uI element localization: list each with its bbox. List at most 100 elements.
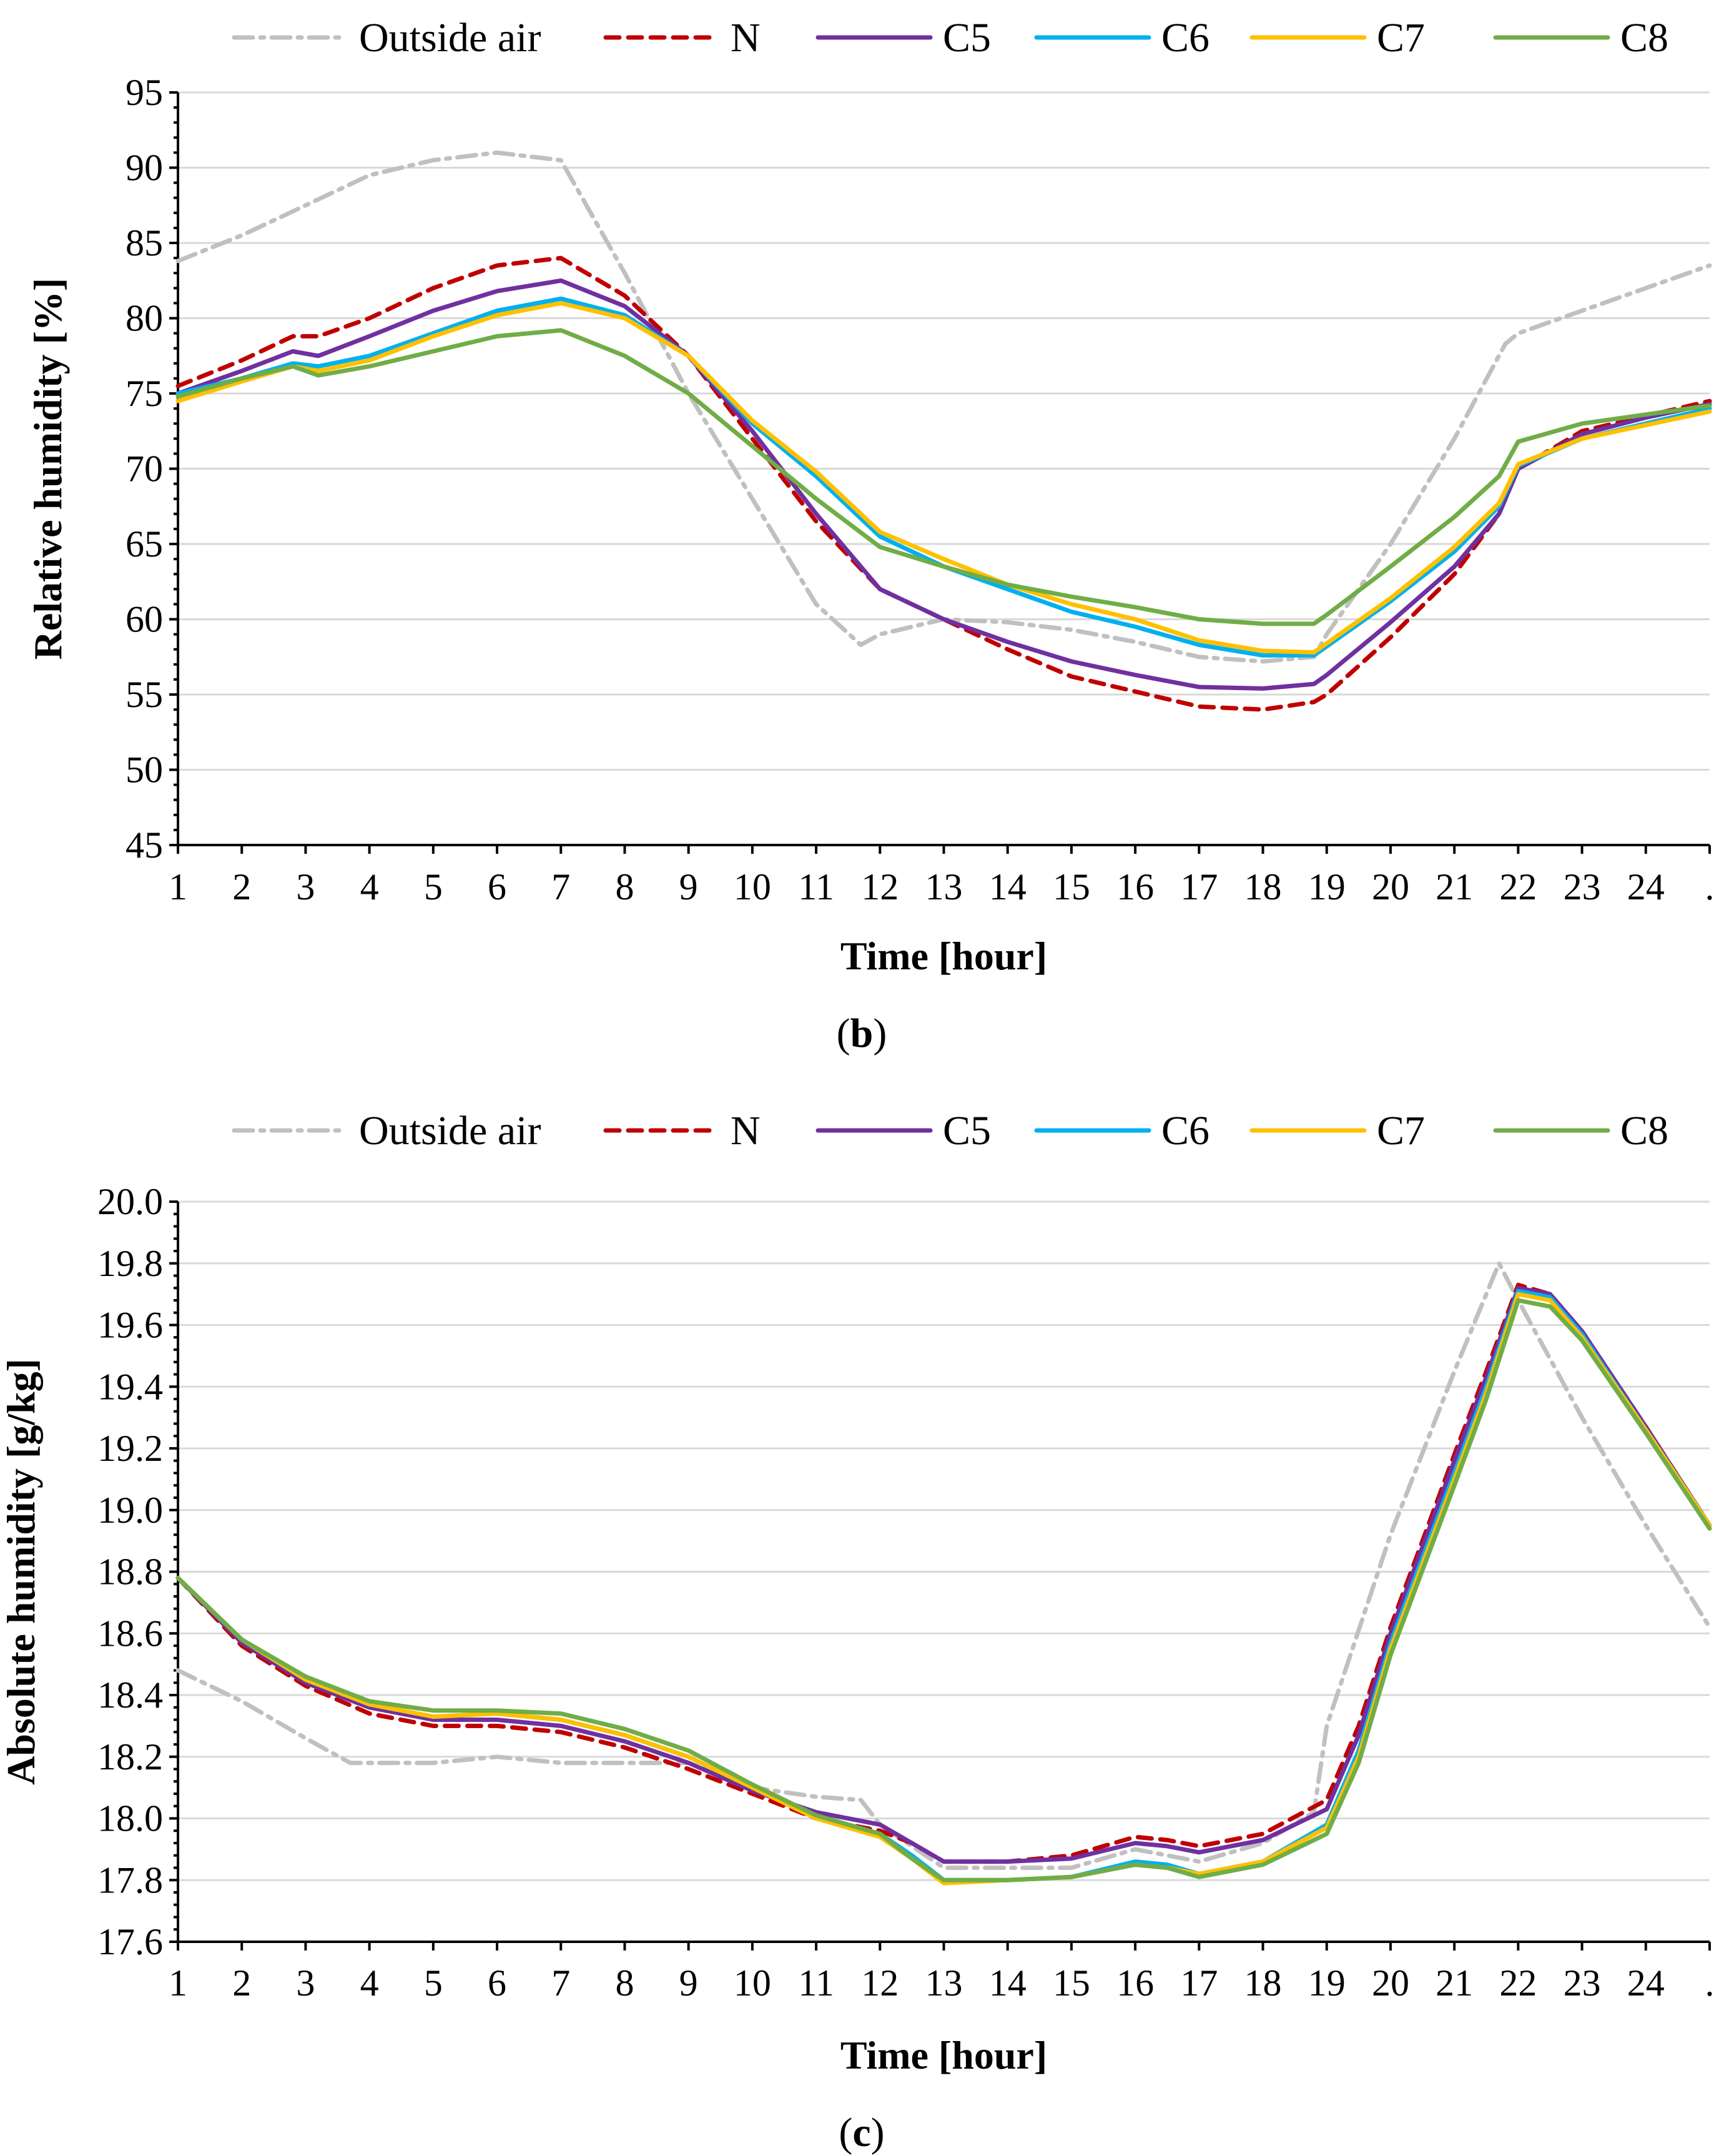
legend-label: Outside air [359,15,541,61]
x-tick-label: 24 [1627,866,1665,907]
series-line-c8 [175,328,1712,626]
y-tick-label: 19.2 [97,1428,163,1469]
x-tick-label: 14 [989,1962,1027,2004]
x-tick-label: 19 [1308,866,1346,907]
x-tick-label: 5 [424,1962,443,2004]
y-tick-label: 95 [126,72,163,113]
y-tick-label: 19.4 [97,1366,163,1407]
series-line-c5 [175,1285,1712,1864]
y-tick-label: 55 [126,674,163,715]
chart-panel-c: 17.617.818.018.218.418.618.819.019.219.4… [0,1108,1715,2155]
series-line-c5 [175,278,1712,691]
x-tick-label: 14 [989,866,1027,907]
series-line-c6 [175,296,1712,658]
x-tick-label: 7 [551,1962,570,2004]
x-tick-label: 17 [1180,866,1218,907]
x-axis-title: Time [hour] [840,2033,1047,2077]
x-tick-label: 2 [232,866,251,907]
y-tick-label: 70 [126,448,163,490]
legend-label: C5 [943,1108,991,1154]
y-tick-label: 90 [126,147,163,189]
x-tick-label: 8 [615,866,634,907]
x-tick-label: 3 [296,1962,315,2004]
x-tick-label: 15 [1053,1962,1090,2004]
y-tick-label: 80 [126,298,163,339]
x-tick-label: . [1705,866,1715,907]
series-line-c7 [175,300,1712,655]
x-tick-label: 1 [169,1962,187,2004]
legend-label: C7 [1377,1108,1425,1154]
x-tick-label: . [1705,1962,1715,2004]
x-tick-label: 6 [488,866,506,907]
x-tick-label: 9 [679,1962,698,2004]
x-tick-label: 12 [861,1962,899,2004]
x-tick-label: 2 [232,1962,251,2004]
y-axis-title: Absolute humidity [g/kg] [0,1358,43,1785]
y-axis-title: Relative humidity [%] [26,278,70,660]
x-axis-title: Time [hour] [840,934,1047,978]
series-line-outside-air [175,150,1712,664]
x-tick-label: 22 [1499,866,1537,907]
x-tick-label: 13 [925,866,963,907]
x-tick-label: 20 [1372,1962,1409,2004]
x-tick-label: 10 [734,866,771,907]
x-tick-label: 22 [1499,1962,1537,2004]
panel-caption: (c) [839,2110,884,2155]
y-tick-label: 50 [126,749,163,791]
x-tick-label: 15 [1053,866,1090,907]
legend-label: N [731,1108,761,1154]
x-tick-label: 9 [679,866,698,907]
x-tick-label: 17 [1180,1962,1218,2004]
x-tick-label: 5 [424,866,443,907]
series-line-n [175,1282,1712,1864]
legend-label: C6 [1161,15,1209,61]
series-line-c8 [175,1298,1712,1882]
series-line-c6 [175,1288,1712,1882]
x-tick-label: 6 [488,1962,506,2004]
x-tick-label: 11 [798,866,834,907]
legend-label: C8 [1620,15,1668,61]
y-tick-label: 60 [126,599,163,640]
x-tick-label: 16 [1116,1962,1154,2004]
legend-label: C6 [1161,1108,1209,1154]
x-tick-label: 16 [1116,866,1154,907]
x-tick-label: 11 [798,1962,834,2004]
x-tick-label: 20 [1372,866,1409,907]
y-tick-label: 19.6 [97,1305,163,1346]
panel-label: c [852,2110,870,2155]
y-tick-label: 18.2 [97,1736,163,1778]
x-tick-label: 10 [734,1962,771,2004]
legend-label: C5 [943,15,991,61]
x-tick-label: 12 [861,866,899,907]
x-tick-label: 4 [360,866,379,907]
x-tick-label: 18 [1244,1962,1282,2004]
y-tick-label: 19.8 [97,1243,163,1284]
x-tick-label: 7 [551,866,570,907]
x-tick-label: 23 [1564,1962,1601,2004]
x-tick-label: 8 [615,1962,634,2004]
y-tick-label: 18.6 [97,1613,163,1654]
y-tick-label: 75 [126,373,163,414]
legend-label: C8 [1620,1108,1668,1154]
y-tick-label: 18.8 [97,1551,163,1593]
y-tick-label: 20.0 [97,1181,163,1222]
y-tick-label: 17.6 [97,1921,163,1962]
x-tick-label: 19 [1308,1962,1346,2004]
x-tick-label: 3 [296,866,315,907]
x-tick-label: 24 [1627,1962,1665,2004]
x-tick-label: 21 [1436,866,1473,907]
y-tick-label: 45 [126,824,163,866]
legend-label: C7 [1377,15,1425,61]
series-line-outside-air [175,1261,1712,1870]
legend-label: Outside air [359,1108,541,1154]
panel-caption: (b) [837,1011,887,1056]
series-line-n [175,255,1712,712]
y-tick-label: 65 [126,523,163,565]
y-tick-label: 18.0 [97,1798,163,1839]
y-tick-label: 18.4 [97,1674,163,1716]
y-tick-label: 85 [126,222,163,264]
legend-label: N [731,15,761,61]
x-tick-label: 4 [360,1962,379,2004]
x-tick-label: 13 [925,1962,963,2004]
